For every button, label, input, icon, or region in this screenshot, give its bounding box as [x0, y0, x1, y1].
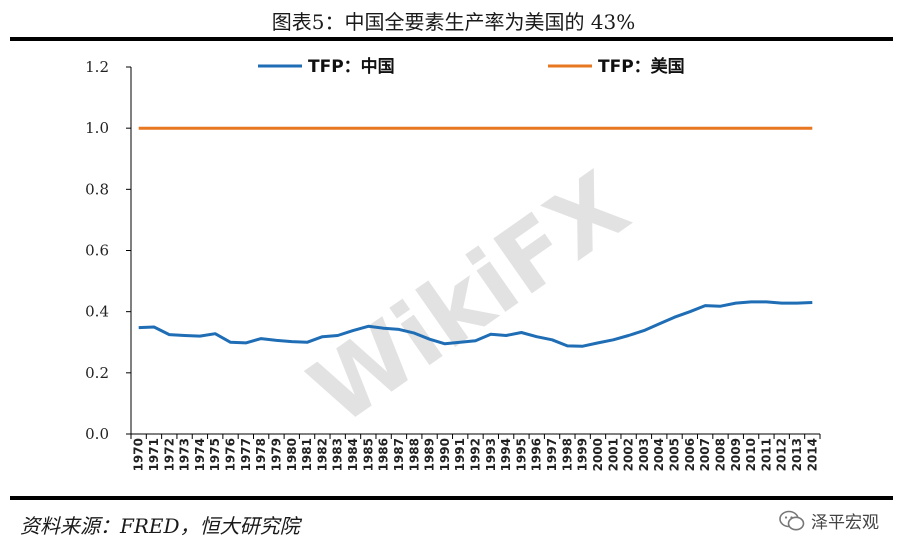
y-tick-label: 0.6	[85, 242, 109, 260]
x-tick-label: 2010	[744, 438, 758, 471]
x-tick-label: 1990	[438, 438, 452, 471]
series-line-china	[138, 300, 813, 348]
x-tick-label: 1992	[469, 438, 483, 471]
watermark-text: WikiFX	[291, 152, 647, 446]
x-tick-label: 1998	[560, 438, 574, 471]
x-tick-label: 2000	[591, 438, 605, 471]
y-tick-label: 1.0	[85, 119, 109, 137]
x-tick-label: 1973	[178, 438, 192, 471]
x-tick-label: 1970	[132, 438, 146, 471]
x-tick-label: 1971	[147, 438, 161, 471]
x-tick-label: 1999	[576, 438, 590, 471]
series-lines	[138, 126, 813, 348]
x-tick-label: 1981	[300, 438, 314, 471]
y-tick-label: 1.2	[85, 58, 109, 76]
x-tick-label: 2006	[683, 438, 697, 471]
x-tick-label: 1991	[453, 438, 467, 471]
x-tick-label: 2011	[759, 438, 773, 471]
x-tick-label: 1984	[346, 438, 360, 471]
source-note: 资料来源：FRED，恒大研究院	[20, 514, 300, 538]
x-tick-label: 1996	[530, 438, 544, 471]
x-tick-label: 1986	[377, 438, 391, 471]
x-tick-label: 1995	[514, 438, 528, 471]
legend: TFP：中国 TFP：美国	[258, 56, 685, 77]
x-tick-label: 2008	[713, 438, 727, 471]
x-tick-label: 2012	[775, 438, 789, 471]
x-tick-label: 1994	[499, 438, 513, 471]
wechat-icon	[779, 510, 805, 530]
bottom-rule	[10, 496, 893, 500]
x-tick-label: 1980	[285, 438, 299, 471]
chart: WikiFX 0.00.20.40.60.81.01.2 1970 1971 197…	[85, 56, 821, 471]
chart-title: 图表5：中国全要素生产率为美国的 43%	[271, 10, 636, 34]
y-tick-label: 0.2	[85, 364, 109, 382]
x-tick-label: 2003	[637, 438, 651, 471]
x-tick-label: 1988	[407, 438, 421, 471]
x-axis-ticks: 1970 1971 1972 1973 1974 1975 1976 1977 1978 1979…	[130, 434, 821, 471]
x-tick-label: 1975	[208, 438, 222, 471]
y-tick-label: 0.0	[85, 425, 109, 443]
legend-label-usa: TFP：美国	[598, 56, 685, 77]
x-tick-label: 2007	[698, 438, 712, 471]
x-tick-label: 2014	[805, 438, 819, 471]
top-rule	[10, 37, 893, 41]
x-tick-label: 1972	[162, 438, 176, 471]
x-tick-label: 1978	[254, 438, 268, 471]
legend-label-china: TFP：中国	[308, 56, 395, 77]
x-tick-label: 1982	[315, 438, 329, 471]
x-tick-label: 1976	[224, 438, 238, 471]
y-tick-label: 0.4	[85, 303, 109, 321]
x-tick-label: 1989	[423, 438, 437, 471]
x-tick-label: 2005	[668, 438, 682, 471]
x-tick-label: 1985	[361, 438, 375, 471]
x-tick-label: 1974	[193, 438, 207, 471]
brand-label: 泽平宏观	[811, 513, 879, 533]
x-tick-label: 1983	[331, 438, 345, 471]
x-tick-label: 1979	[269, 438, 283, 471]
x-tick-label: 1977	[239, 438, 253, 471]
y-tick-label: 0.8	[85, 180, 109, 198]
x-tick-label: 1987	[392, 438, 406, 471]
x-tick-label: 1997	[545, 438, 559, 471]
x-tick-label: 2002	[622, 438, 636, 471]
x-tick-label: 2013	[790, 438, 804, 471]
brand-mark: 泽平宏观	[779, 508, 879, 533]
y-axis-ticks: 0.0 0.2 0.4 0.6 0.8 1.0 1.2	[85, 58, 131, 443]
x-tick-label: 2001	[606, 438, 620, 471]
x-tick-label: 2004	[652, 438, 666, 471]
x-tick-label: 1993	[484, 438, 498, 471]
x-tick-label: 2009	[729, 438, 743, 471]
